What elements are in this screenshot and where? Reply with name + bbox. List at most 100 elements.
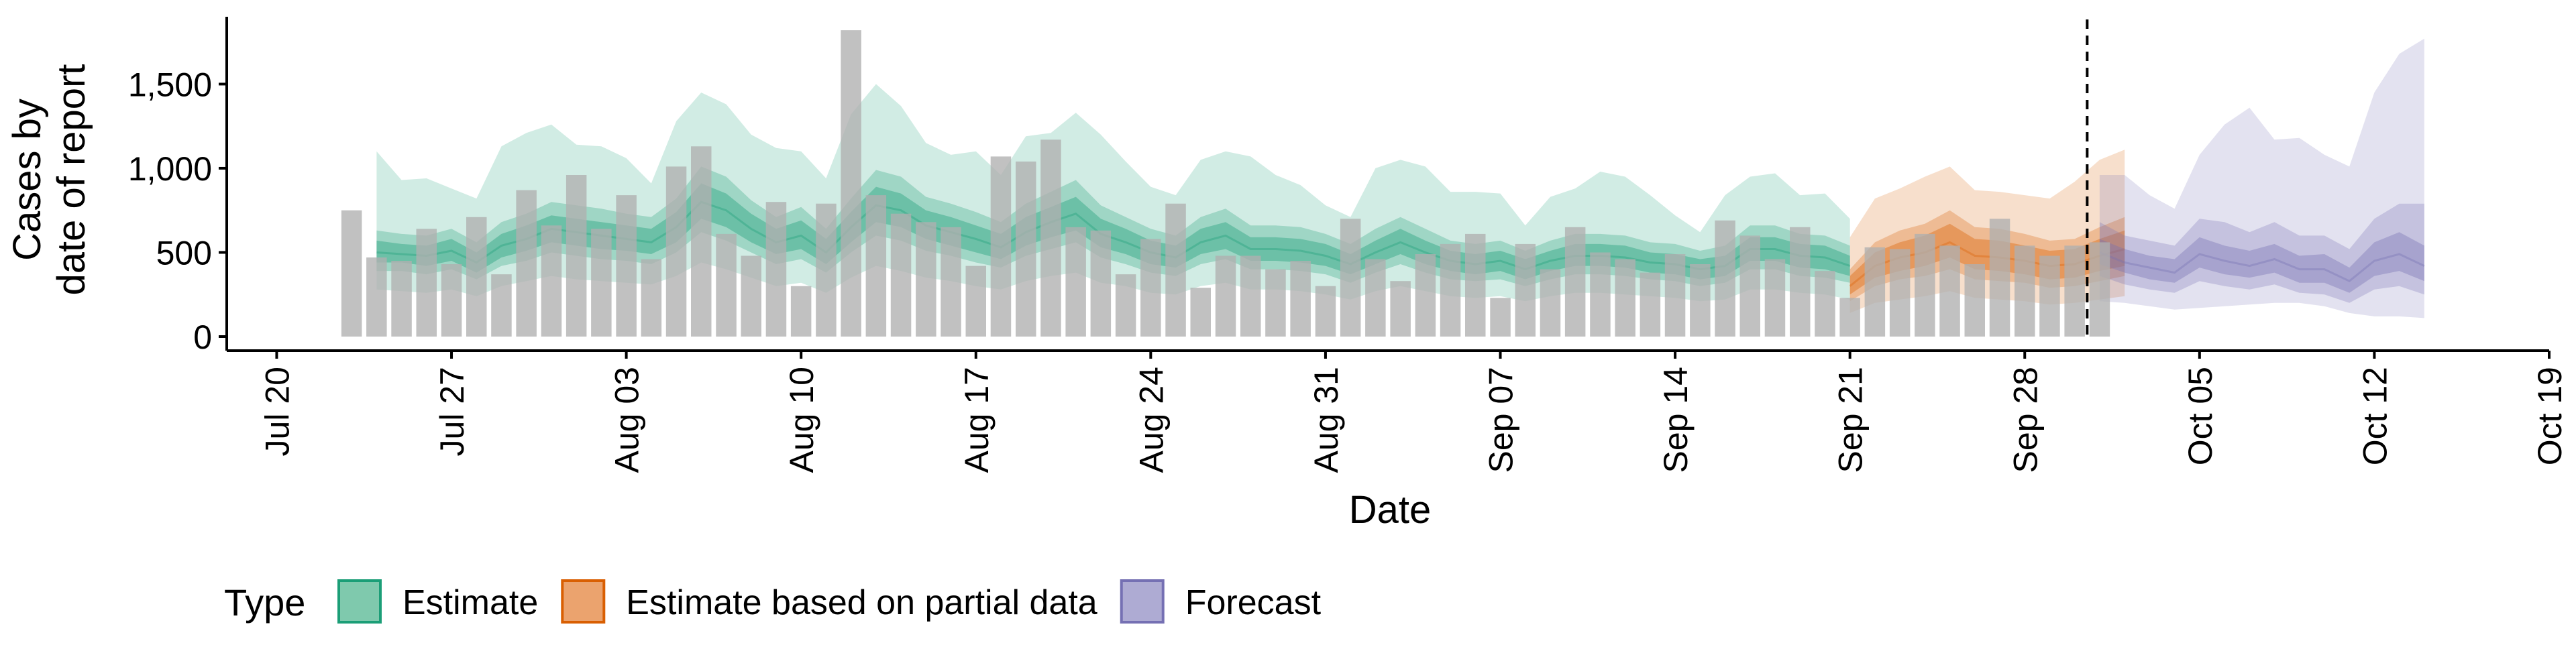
reported-cases-bar [2039,255,2060,337]
x-tick-label: Jul 20 [259,367,297,456]
reported-cases-bar [1190,288,1211,337]
axes-layer: 0 500 1,000 1,500 Jul 20 Jul 27 Aug 03 Aug 10 Au… [128,17,2569,473]
reported-cases-bar [391,261,412,337]
reported-cases-bar [641,259,662,337]
reported-cases-bar [1040,139,1061,337]
reported-cases-bar [1016,161,1036,337]
x-tick-label: Aug 31 [1307,367,1345,473]
reported-cases-bar [691,146,712,337]
reported-cases-bar [665,166,687,337]
reported-cases-bar [1090,230,1112,337]
reported-cases-bar [1864,247,1886,337]
forecast-band-inner [2099,232,2424,293]
reported-cases-bar [1839,298,1860,337]
y-tick-label: 500 [156,234,212,272]
reported-cases-bar [1915,233,1935,337]
reported-cases-bar [1790,227,1811,337]
reported-cases-bar [1939,245,1960,337]
reported-cases-bar [1615,259,1635,337]
reported-cases-bar [1215,255,1236,337]
reported-cases-bar [1739,235,1760,337]
reported-cases-bar [1390,281,1411,337]
reported-cases-bar [1140,239,1161,337]
reported-cases-bar [965,266,986,337]
reported-cases-bar [1989,219,2010,337]
axis-titles-layer: Cases by date of report Date [5,64,1431,532]
x-tick-label: Sep 07 [1483,367,1520,473]
reported-cases-bar [865,195,887,337]
y-axis-title-line2: date of report [50,64,93,296]
reported-cases-bar [1165,203,1186,337]
x-tick-label: Aug 10 [783,367,820,473]
reported-cases-bar [491,274,512,337]
reported-cases-bar [716,233,737,337]
x-tick-label: Sep 14 [1657,367,1695,473]
reported-cases-bar [1465,233,1486,337]
reported-cases-bar [1340,219,1361,337]
reported-cases-bar [1889,249,1911,337]
x-tick-label: Oct 05 [2182,367,2219,465]
forecast-median-line [2099,251,2425,282]
legend: Type Estimate Estimate based on partial d… [224,579,1322,624]
legend-label-estimate-based-on-partial-data: Estimate based on partial data [626,583,1097,622]
reported-cases-bar [1590,252,1611,337]
reported-cases-bar [1764,259,1786,337]
forecast-band-outer [2099,38,2424,318]
reported-cases-bars-layer [341,30,2110,337]
x-tick-label: Oct 12 [2356,367,2394,465]
forecast-band-mid [2099,203,2424,303]
reported-cases-bar [1564,227,1586,337]
reported-cases-bar [2089,242,2110,337]
reported-cases-bar [1115,274,1136,337]
reported-cases-bar [566,175,587,337]
reported-cases-bar [1690,264,1711,337]
x-tick-label: Jul 27 [433,367,471,456]
reported-cases-bar [441,264,462,337]
reported-cases-bar [1490,298,1511,337]
reported-cases-bar [1664,254,1686,337]
reported-cases-bar [466,217,487,337]
x-axis-title: Date [1349,488,1432,532]
y-axis-title-line1: Cases by [5,99,49,261]
reported-cases-bar [416,229,437,337]
reported-cases-bar [516,190,537,337]
reported-cases-bar [591,229,612,337]
reported-cases-bar [1964,264,1985,337]
legend-key-estimate-based-on-partial-data [561,579,606,624]
legend-label-estimate: Estimate [402,583,538,622]
reported-cases-bar [1315,286,1336,337]
reported-cases-bar [990,156,1012,337]
y-tick-label: 1,000 [128,150,212,188]
y-tick-label: 1,500 [128,66,212,103]
reported-cases-bar [1265,269,1286,337]
reported-cases-bar [1640,272,1661,337]
reported-cases-bar [541,225,562,337]
reported-cases-bar [941,227,961,337]
x-tick-label: Sep 28 [2006,367,2044,473]
reported-cases-bar [1240,255,1261,337]
reported-cases-bar [1415,254,1436,337]
reported-cases-bar [2064,245,2085,337]
reported-cases-bar [1540,269,1561,337]
reported-cases-bar [890,213,912,337]
x-tick-label: Aug 17 [958,367,996,473]
reported-cases-bar [790,286,812,337]
x-tick-label: Aug 24 [1132,367,1170,473]
reported-cases-bar [741,255,761,337]
y-tick-label: 0 [193,318,212,356]
legend-label-forecast: Forecast [1185,583,1322,622]
reported-cases-bar [1440,243,1461,337]
reported-cases-bar [1065,227,1086,337]
reported-cases-bar [916,222,936,337]
reported-cases-bar [1290,261,1311,337]
x-tick-label: Aug 03 [608,367,646,473]
reported-cases-bar [341,210,362,337]
legend-title: Type [224,581,305,624]
reported-cases-bar [2015,245,2035,337]
reported-cases-bar [616,195,637,337]
reported-cases-bar [366,257,387,337]
reported-cases-bar [816,203,837,337]
reported-cases-bar [1515,243,1536,337]
